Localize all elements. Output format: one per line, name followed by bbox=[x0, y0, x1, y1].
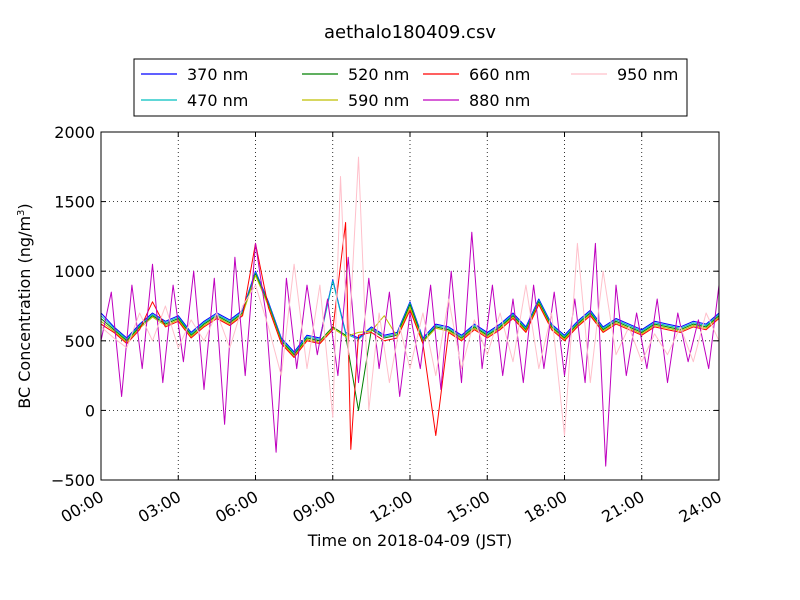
legend-label-880-nm: 880 nm bbox=[469, 91, 530, 110]
legend: 370 nm 470 nm 520 nm 590 nm 660 nm 880 nm 950 … bbox=[133, 58, 688, 117]
legend-label-520-nm: 520 nm bbox=[348, 65, 409, 84]
chart-title: aethalo180409.csv bbox=[324, 22, 496, 43]
x-axis-label: Time on 2018-04-09 (JST) bbox=[307, 531, 512, 550]
y-tick-labels: −500 0 500 1000 1500 2000 bbox=[51, 123, 95, 490]
axis-ticks bbox=[100, 131, 720, 481]
y-tick-label: 1500 bbox=[54, 193, 95, 212]
y-tick-label: 2000 bbox=[54, 123, 95, 142]
legend-label-370-nm: 370 nm bbox=[187, 65, 248, 84]
y-tick-label: 500 bbox=[64, 332, 95, 351]
y-axis-label: BC Concentration (ng/m3) bbox=[15, 203, 34, 408]
legend-frame bbox=[133, 58, 688, 117]
series-line-470-nm bbox=[101, 272, 719, 354]
series-line-370-nm bbox=[101, 270, 719, 353]
legend-label-660-nm: 660 nm bbox=[469, 65, 530, 84]
y-axis-label-superscript: 3 bbox=[16, 210, 27, 216]
legend-label-470-nm: 470 nm bbox=[187, 91, 248, 110]
grid bbox=[101, 132, 719, 480]
y-tick-label: 1000 bbox=[54, 262, 95, 281]
series-line-520-nm bbox=[101, 273, 719, 411]
series-line-880-nm bbox=[101, 231, 719, 467]
y-axis-label-close: ) bbox=[15, 203, 34, 209]
series-line-950-nm bbox=[101, 156, 719, 436]
series-group bbox=[101, 156, 719, 467]
series-line-590-nm bbox=[101, 274, 719, 357]
y-tick-label: −500 bbox=[51, 471, 95, 490]
y-tick-label: 0 bbox=[85, 401, 95, 420]
legend-label-950-nm: 950 nm bbox=[617, 65, 678, 84]
y-axis-label-main: BC Concentration (ng/m bbox=[15, 216, 34, 409]
legend-label-590-nm: 590 nm bbox=[348, 91, 409, 110]
